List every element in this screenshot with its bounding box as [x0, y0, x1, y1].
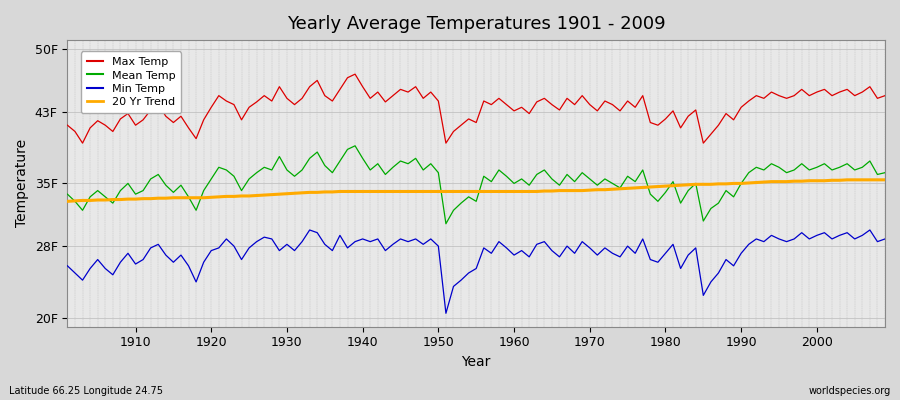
Legend: Max Temp, Mean Temp, Min Temp, 20 Yr Trend: Max Temp, Mean Temp, Min Temp, 20 Yr Tre…: [81, 51, 182, 113]
Title: Yearly Average Temperatures 1901 - 2009: Yearly Average Temperatures 1901 - 2009: [287, 15, 665, 33]
Text: Latitude 66.25 Longitude 24.75: Latitude 66.25 Longitude 24.75: [9, 386, 163, 396]
Y-axis label: Temperature: Temperature: [15, 139, 29, 228]
Text: worldspecies.org: worldspecies.org: [809, 386, 891, 396]
X-axis label: Year: Year: [462, 355, 490, 369]
